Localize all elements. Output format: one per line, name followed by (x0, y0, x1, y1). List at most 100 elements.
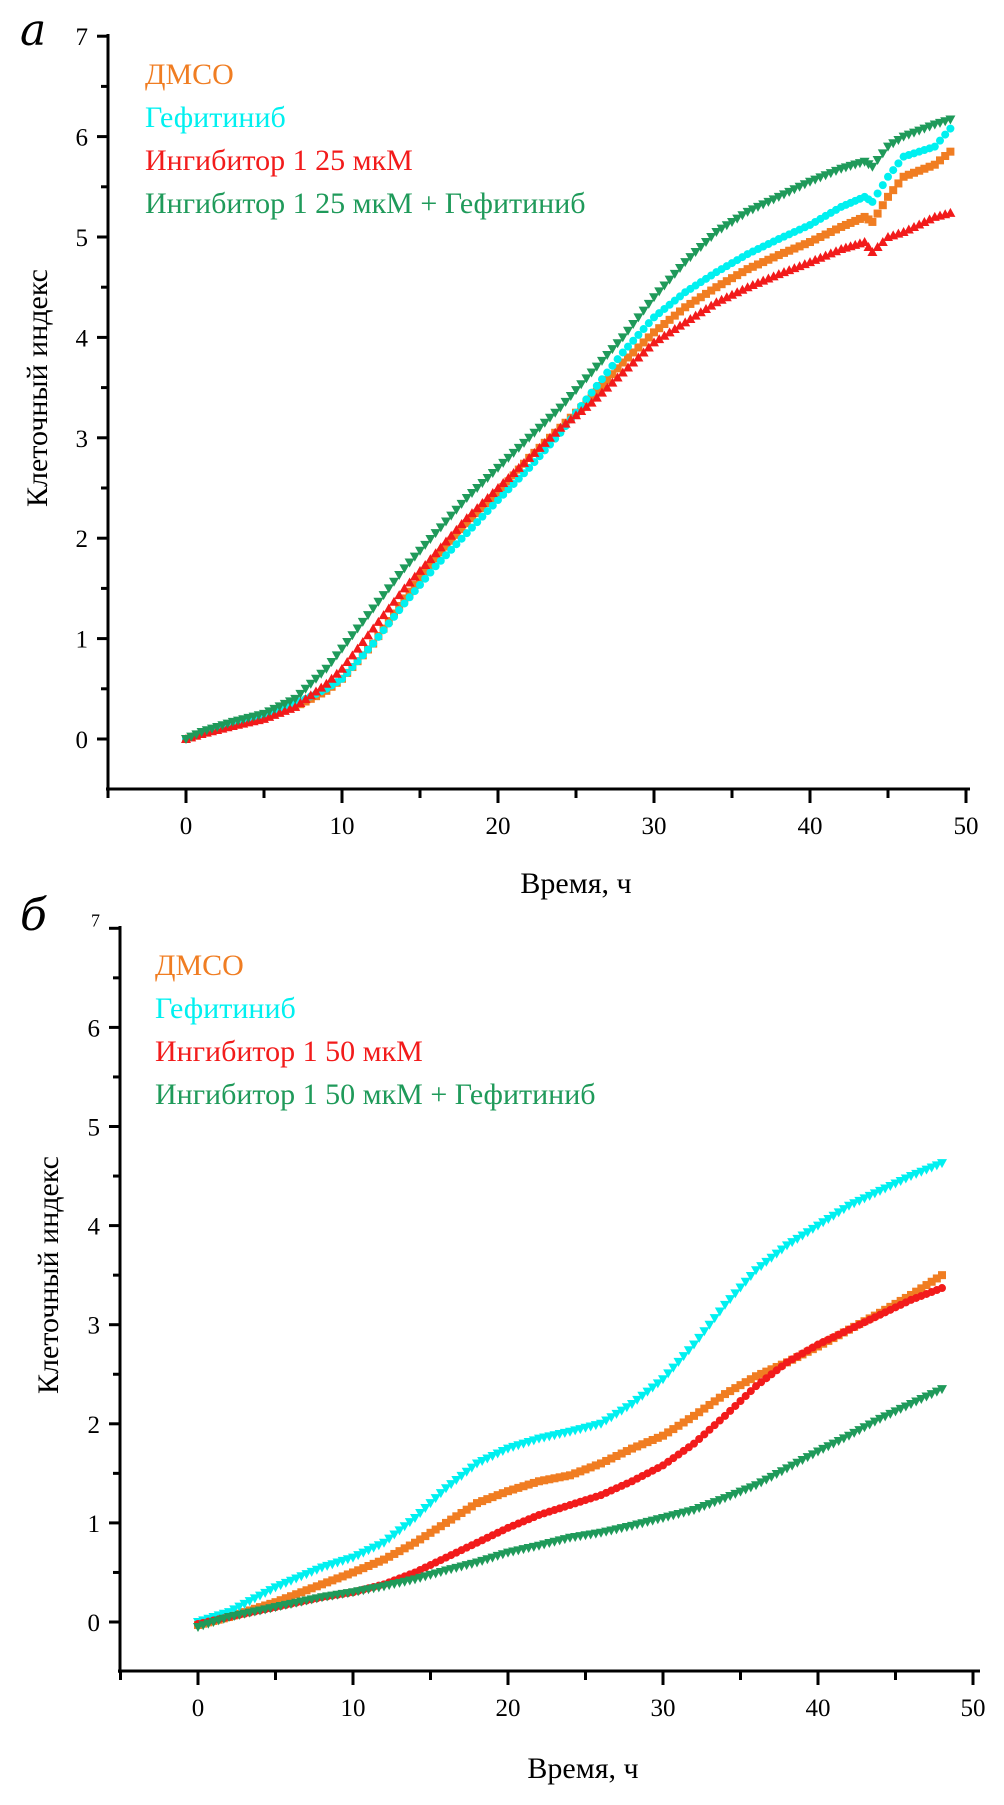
data-point (859, 1423, 870, 1433)
data-point (441, 536, 451, 546)
data-point (680, 317, 691, 327)
data-point (931, 1387, 942, 1397)
data-point (873, 209, 882, 218)
data-point (712, 283, 721, 292)
data-point (621, 1403, 632, 1413)
data-point (903, 130, 914, 140)
data-point (846, 218, 855, 227)
y-tick-label: 4 (76, 325, 89, 352)
data-point (571, 1469, 580, 1478)
data-point (421, 574, 430, 583)
data-point (603, 368, 612, 377)
data-point (587, 388, 596, 397)
data-point (709, 1498, 720, 1508)
data-point (773, 192, 784, 202)
data-point (405, 1541, 414, 1550)
x-tick-label: 20 (496, 1695, 521, 1722)
data-point (270, 1583, 281, 1593)
data-point (919, 216, 930, 226)
data-point (602, 382, 613, 392)
data-point (436, 556, 445, 565)
data-point (669, 324, 680, 334)
data-point (787, 1461, 798, 1471)
data-point (628, 320, 639, 330)
data-point (617, 367, 628, 377)
data-point (311, 686, 321, 696)
data-point (239, 1599, 250, 1609)
data-point (337, 663, 347, 673)
data-point (695, 243, 706, 253)
data-point (316, 669, 327, 679)
data-point (582, 395, 591, 404)
data-point (675, 263, 685, 273)
data-point (811, 235, 820, 244)
data-point (347, 650, 358, 660)
data-point (384, 1534, 395, 1544)
x-tick-label: 0 (192, 1695, 205, 1722)
data-point (618, 358, 627, 367)
data-point (509, 479, 518, 488)
data-point (638, 347, 649, 357)
legend-item-inhibitor-gefitinib: Ингибитор 1 25 мкМ + Гефитиниб (145, 187, 586, 220)
data-point (764, 255, 773, 264)
data-point (885, 1409, 896, 1419)
data-point (354, 1566, 363, 1575)
data-point (457, 524, 466, 533)
data-point (627, 1399, 637, 1409)
data-marks-a (181, 115, 956, 744)
data-point (797, 1455, 808, 1465)
data-point (613, 364, 622, 373)
data-point (229, 1605, 240, 1615)
data-point (909, 221, 919, 231)
data-point (900, 1174, 911, 1184)
data-point (704, 1320, 715, 1330)
data-point (451, 524, 462, 534)
data-point (911, 1397, 922, 1407)
data-point (378, 610, 389, 620)
data-point (758, 200, 769, 210)
data-point (820, 171, 831, 181)
data-point (550, 427, 561, 437)
data-point (900, 1402, 911, 1412)
data-point (224, 1608, 234, 1618)
data-point (825, 169, 836, 179)
data-point (534, 423, 545, 433)
data-point (715, 1416, 724, 1425)
data-point (290, 701, 301, 711)
data-point (389, 577, 399, 587)
data-point (907, 1290, 915, 1299)
data-point (436, 1522, 445, 1531)
data-point (487, 488, 498, 498)
data-point (941, 130, 950, 139)
data-point (576, 1467, 585, 1476)
data-point (602, 1456, 611, 1465)
data-point (813, 1447, 823, 1457)
data-point (435, 523, 446, 533)
data-point (628, 357, 639, 367)
legend-item-inhibitor: Ингибитор 1 50 мкМ (155, 1035, 423, 1068)
data-point (524, 433, 535, 443)
data-point (586, 397, 597, 407)
data-point (296, 1572, 307, 1582)
legend-item-dmso: ДМСО (155, 949, 244, 982)
data-point (447, 545, 456, 554)
data-point (841, 220, 850, 229)
data-point (467, 508, 477, 518)
data-point (498, 458, 509, 468)
data-point (291, 1574, 302, 1584)
data-point (889, 186, 898, 195)
data-point (297, 1588, 306, 1597)
data-point (655, 324, 664, 333)
data-point (650, 328, 658, 337)
data-point (869, 1189, 880, 1199)
y-axis-title-b: Клеточный индекс (32, 1156, 65, 1394)
data-point (499, 483, 508, 492)
y-tick-label: 0 (76, 727, 89, 754)
data-point (581, 401, 592, 411)
data-point (524, 452, 535, 462)
data-point (815, 173, 826, 183)
data-point (389, 596, 399, 606)
data-point (730, 1289, 741, 1299)
data-point (711, 227, 722, 237)
data-point (560, 1472, 569, 1481)
